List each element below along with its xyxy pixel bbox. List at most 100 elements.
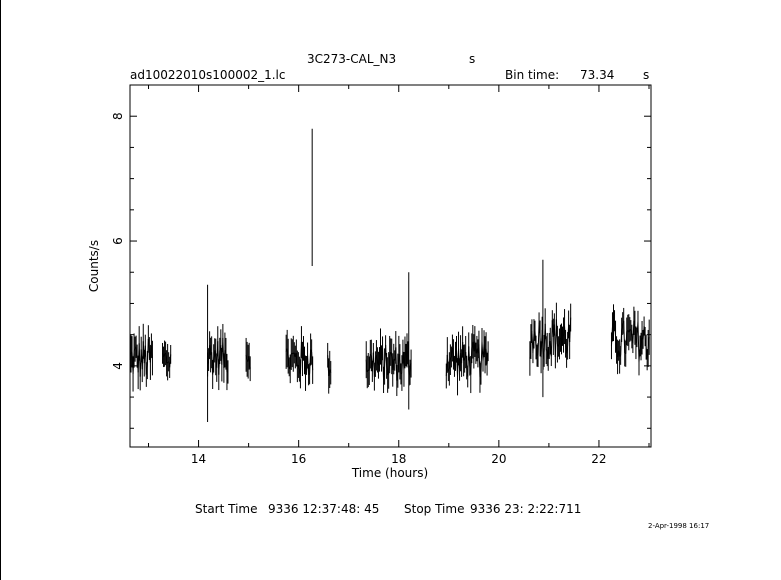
data-link — [618, 350, 621, 357]
data-link — [406, 350, 409, 354]
x-tick-label: 14 — [191, 452, 206, 466]
data-link — [390, 351, 393, 357]
data-link — [479, 373, 482, 378]
data-link — [462, 341, 465, 361]
data-link — [470, 348, 473, 375]
data-link — [307, 355, 310, 375]
data-link — [218, 350, 221, 375]
data-link — [463, 358, 466, 361]
bin-time-unit: s — [643, 68, 650, 82]
x-tick-label: 18 — [391, 452, 406, 466]
x-tick-label: 20 — [491, 452, 506, 466]
data-link — [647, 337, 650, 349]
data-link — [566, 345, 569, 354]
data-link — [144, 345, 147, 375]
data-link — [544, 323, 547, 351]
title-suffix: s — [469, 52, 476, 66]
data-link — [535, 347, 538, 356]
data-link — [146, 338, 149, 366]
x-tick-label: 16 — [291, 452, 306, 466]
data-link — [147, 338, 150, 349]
data-link — [569, 317, 572, 343]
data-link — [403, 352, 406, 370]
data-link — [611, 322, 614, 327]
data-link — [449, 356, 452, 360]
date-stamp: 2-Apr-1998 16:17 — [648, 522, 710, 530]
data-link — [537, 322, 540, 356]
data-link — [297, 364, 300, 370]
data-link — [365, 359, 368, 373]
start-time-value: 9336 12:37:48: 45 — [268, 502, 380, 516]
data-link — [396, 370, 399, 381]
data-link — [451, 347, 454, 355]
data-link — [398, 354, 401, 362]
data-link — [623, 320, 626, 354]
data-link — [478, 344, 481, 378]
y-tick-label: 8 — [111, 112, 125, 120]
data-link — [561, 336, 563, 340]
data-link — [634, 327, 637, 343]
data-link — [377, 359, 380, 366]
data-link — [453, 356, 456, 367]
stop-time-label: Stop Time — [404, 502, 465, 516]
data-link — [309, 349, 312, 374]
data-link — [224, 349, 227, 354]
data-link — [550, 320, 553, 357]
left-border — [0, 0, 1, 580]
data-link — [610, 326, 613, 346]
data-link — [536, 354, 539, 357]
data-link — [643, 325, 646, 337]
y-axis-label: Counts/s — [87, 240, 101, 292]
stop-time-value: 9336 23: 2:22:711 — [470, 502, 582, 516]
data-link — [547, 345, 550, 359]
y-tick-label: 6 — [111, 237, 125, 245]
data-link — [529, 341, 532, 359]
y-tick-label: 4 — [111, 362, 125, 370]
data-link — [632, 320, 635, 344]
data-link — [369, 353, 372, 356]
bin-time-label: Bin time: — [505, 68, 560, 82]
data-link — [145, 364, 148, 375]
data-link — [558, 338, 561, 345]
data-link — [644, 336, 647, 348]
data-link — [292, 352, 294, 355]
chart-title: 3C273-CAL_N3 — [307, 52, 397, 66]
data-link — [165, 353, 168, 364]
data-link — [446, 354, 449, 372]
data-link — [150, 345, 153, 359]
data-link — [465, 352, 468, 368]
data-link — [310, 349, 313, 353]
data-link — [290, 352, 293, 355]
data-link — [557, 343, 560, 347]
data-link — [383, 366, 386, 380]
data-link — [538, 322, 541, 339]
data-link — [640, 337, 643, 347]
start-time-label: Start Time — [195, 502, 258, 516]
data-link — [166, 361, 168, 364]
data-link — [289, 354, 292, 369]
data-link — [382, 348, 385, 380]
data-link — [630, 330, 633, 337]
data-link — [638, 345, 641, 363]
data-link — [375, 355, 378, 360]
data-link — [621, 323, 624, 330]
data-link — [532, 333, 535, 354]
data-link — [474, 341, 477, 354]
data-link — [373, 364, 376, 377]
data-link — [223, 349, 226, 369]
data-link — [388, 354, 391, 371]
data-link — [486, 351, 489, 365]
data-link — [629, 329, 632, 331]
data-link — [295, 352, 298, 367]
data-link — [620, 329, 623, 356]
data-link — [409, 363, 412, 373]
data-link — [163, 353, 166, 357]
data-link — [387, 370, 390, 376]
data-link — [368, 354, 371, 371]
data-link — [562, 334, 564, 337]
data-link — [133, 348, 136, 351]
data-link — [287, 356, 290, 367]
data-link — [448, 359, 451, 369]
data-link — [245, 354, 248, 360]
data-link — [392, 359, 395, 371]
